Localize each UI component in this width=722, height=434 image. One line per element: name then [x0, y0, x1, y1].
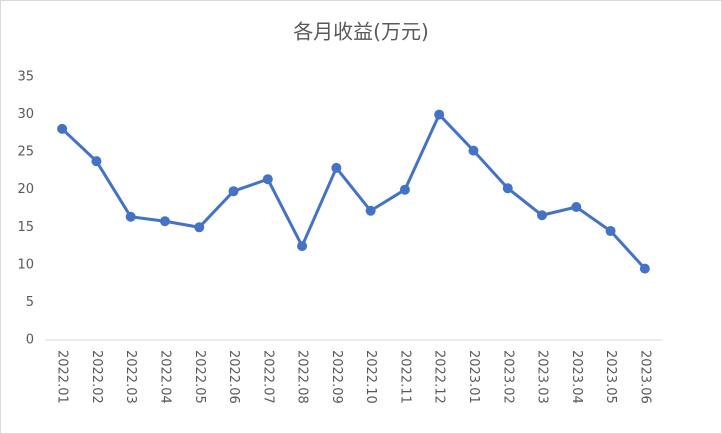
point	[91, 156, 102, 167]
chart-title: 各月收益(万元)	[293, 20, 429, 44]
x-tick-label: 2023.06	[637, 350, 652, 404]
x-tick-label: 2022.10	[363, 350, 378, 404]
x-tick-label: 2022.11	[397, 350, 412, 404]
x-tick-label: 2023.01	[466, 350, 481, 404]
point	[365, 205, 376, 216]
point	[502, 183, 513, 194]
point	[228, 186, 239, 197]
x-tick-label: 2023.05	[603, 350, 618, 404]
x-tick-label: 2023.02	[500, 350, 515, 404]
y-tick-label: 0	[26, 333, 34, 348]
x-tick-label: 2022.04	[157, 350, 172, 404]
y-tick-label: 20	[17, 182, 34, 197]
x-tick-label: 2023.04	[569, 350, 584, 404]
point	[605, 226, 616, 237]
point	[468, 145, 479, 156]
point	[57, 123, 68, 134]
y-tick-label: 35	[17, 70, 34, 85]
point	[537, 210, 548, 221]
x-tick-label: 2023.03	[535, 350, 550, 404]
x-tick-label: 2022.02	[89, 350, 104, 404]
x-tick-label: 2022.12	[432, 350, 447, 404]
point	[125, 211, 136, 222]
x-tick-label: 2022.08	[295, 350, 310, 404]
point	[331, 162, 342, 173]
point	[262, 174, 273, 185]
y-tick-label: 30	[17, 107, 34, 122]
x-tick-label: 2022.07	[260, 350, 275, 404]
x-tick-label: 2022.03	[123, 350, 138, 404]
x-tick-label: 2022.06	[226, 350, 241, 404]
x-tick-label: 2022.09	[329, 350, 344, 404]
y-tick-label: 25	[17, 145, 34, 160]
x-tick-label: 2022.05	[192, 350, 207, 404]
point	[434, 109, 445, 120]
point	[194, 222, 205, 233]
line	[61, 113, 646, 270]
y-tick-label: 10	[17, 257, 34, 272]
y-tick-label: 15	[17, 220, 34, 235]
point	[639, 263, 650, 274]
point	[399, 184, 410, 195]
y-tick-label: 5	[26, 295, 34, 310]
point	[159, 216, 170, 227]
x-tick-label: 2022.01	[55, 350, 70, 404]
point	[571, 201, 582, 212]
point	[297, 241, 308, 252]
